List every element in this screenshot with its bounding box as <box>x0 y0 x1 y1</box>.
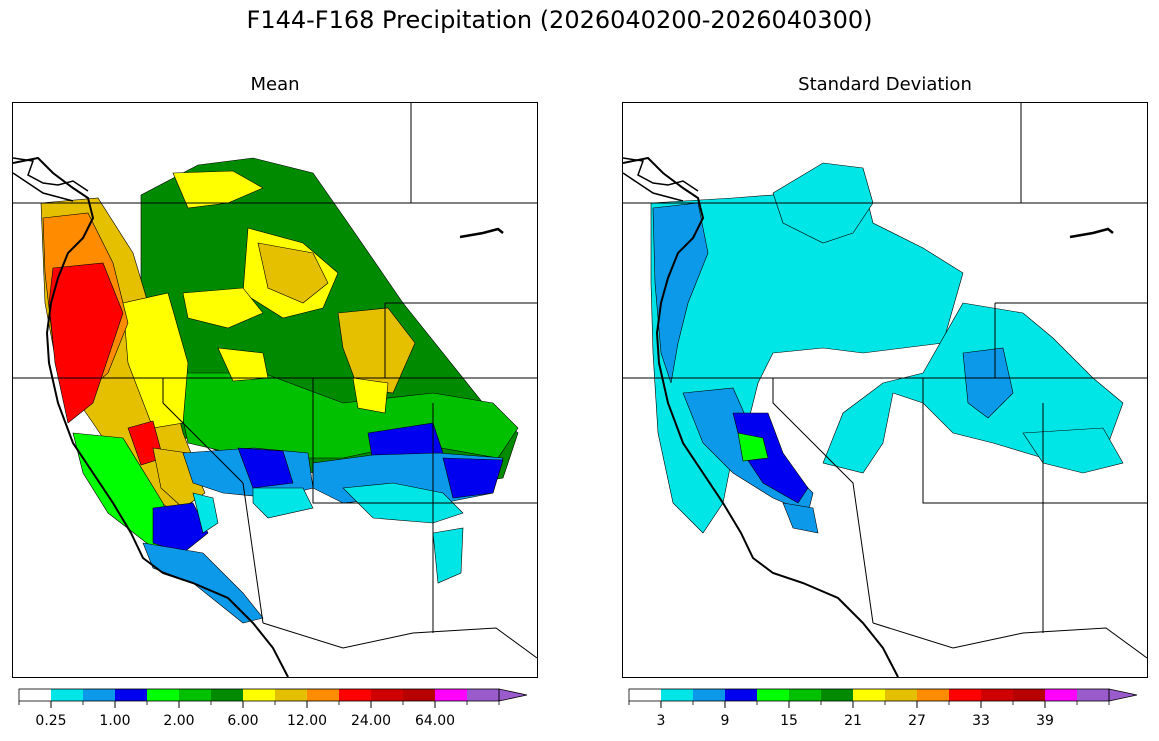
mean-region <box>352 377 389 414</box>
lake-erie-shape <box>459 227 504 239</box>
mean-region <box>172 170 264 209</box>
stddev-colorbar-swatch <box>949 689 981 701</box>
colorbar-stddev: 3 9 15 21 27 33 39 <box>628 688 1148 737</box>
mean-colorbar-tick-label: 6.00 <box>227 713 258 729</box>
mean-region <box>152 502 209 554</box>
coastline <box>623 156 899 677</box>
mexico-border <box>872 622 1147 659</box>
mean-colorbar-tick-label: 2.00 <box>163 713 194 729</box>
stddev-region <box>1022 427 1124 474</box>
stddev-region <box>962 347 1014 419</box>
stddev-colorbar-swatch <box>1013 689 1045 701</box>
mean-colorbar-tick-label: 1.00 <box>99 713 130 729</box>
map-mean <box>12 102 538 678</box>
stddev-precip-fills <box>650 162 1124 534</box>
mexico-border <box>262 622 537 659</box>
stddev-colorbar-swatch <box>917 689 949 701</box>
coastline-north <box>623 157 699 202</box>
state-border <box>772 378 874 624</box>
mean-precip-fills <box>40 157 519 624</box>
stddev-colorbar-swatch <box>757 689 789 701</box>
mean-colorbar-extend-arrow <box>498 688 528 702</box>
mean-region <box>192 492 219 534</box>
mean-colorbar-swatch <box>19 689 51 701</box>
mean-colorbar-swatch <box>51 689 83 701</box>
mean-colorbar-swatch <box>467 689 499 701</box>
stddev-colorbar-swatch <box>981 689 1013 701</box>
coastline-north <box>13 157 89 202</box>
mean-region <box>48 262 124 424</box>
stddev-colorbar-extend-arrow <box>1108 688 1138 702</box>
mean-colorbar-swatch <box>115 689 147 701</box>
mean-colorbar-swatch <box>179 689 211 701</box>
mean-colorbar-swatch <box>147 689 179 701</box>
panel-title-mean: Mean <box>250 74 300 95</box>
mean-colorbar-swatch <box>83 689 115 701</box>
state-borders <box>623 103 1147 659</box>
colorbar-mean: 0.25 1.00 2.00 6.00 12.00 24.00 64.00 <box>18 688 538 737</box>
mean-colorbar-swatch <box>307 689 339 701</box>
stddev-colorbar-swatch <box>853 689 885 701</box>
mean-region <box>182 287 264 329</box>
stddev-colorbar-swatch <box>885 689 917 701</box>
stddev-colorbar-tick-label: 3 <box>657 713 666 729</box>
mean-colorbar-swatch <box>371 689 403 701</box>
mean-colorbar-swatch <box>435 689 467 701</box>
stddev-colorbar-outline <box>628 688 1110 702</box>
mean-region <box>432 527 464 584</box>
mean-colorbar-tick-label: 24.00 <box>351 713 391 729</box>
stddev-colorbar-swatch <box>725 689 757 701</box>
stddev-region <box>737 432 769 462</box>
mean-colorbar-tick-label: 12.00 <box>287 713 327 729</box>
state-border <box>922 378 1147 504</box>
map-stddev <box>622 102 1148 678</box>
state-borders <box>13 103 537 659</box>
mean-region <box>237 447 294 489</box>
stddev-colorbar-swatch <box>693 689 725 701</box>
mean-colorbar-swatch <box>403 689 435 701</box>
mean-colorbar-swatch <box>339 689 371 701</box>
mean-colorbar-swatch <box>275 689 307 701</box>
mean-colorbar-tick-label: 64.00 <box>415 713 455 729</box>
panel-title-stddev: Standard Deviation <box>798 74 972 95</box>
stddev-colorbar-swatch <box>629 689 661 701</box>
state-border <box>312 378 537 504</box>
colorbar-stddev-svg: 3 9 15 21 27 33 39 <box>628 688 1138 729</box>
stddev-colorbar-swatch <box>661 689 693 701</box>
map-stddev-svg <box>623 103 1147 677</box>
stddev-colorbar-tick-label: 39 <box>1036 713 1054 729</box>
mean-colorbar-outline <box>18 688 500 702</box>
mean-region <box>257 242 329 304</box>
stddev-colorbar-swatch <box>1045 689 1077 701</box>
stddev-colorbar-swatch <box>1077 689 1109 701</box>
state-border <box>162 378 264 624</box>
stddev-colorbar-tick-label: 33 <box>972 713 990 729</box>
figure-title: F144-F168 Precipitation (2026040200-2026… <box>246 6 873 34</box>
mean-region <box>252 487 314 519</box>
stddev-colorbar-tick-label: 21 <box>844 713 862 729</box>
mean-colorbar-swatch <box>243 689 275 701</box>
stddev-colorbar-swatch <box>821 689 853 701</box>
mean-region <box>442 457 504 499</box>
mean-region <box>142 542 264 624</box>
stddev-colorbar-tick-label: 9 <box>721 713 730 729</box>
colorbar-mean-svg: 0.25 1.00 2.00 6.00 12.00 24.00 64.00 <box>18 688 528 729</box>
mean-region <box>337 307 416 394</box>
stddev-colorbar-tick-label: 27 <box>908 713 926 729</box>
mean-colorbar-swatch <box>211 689 243 701</box>
stddev-colorbar-swatch <box>789 689 821 701</box>
stddev-colorbar-tick-label: 15 <box>780 713 798 729</box>
coastline <box>13 156 289 677</box>
map-mean-svg <box>13 103 537 677</box>
lake-erie-shape <box>1069 227 1114 239</box>
mean-colorbar-tick-label: 0.25 <box>35 713 66 729</box>
stddev-region <box>782 502 819 534</box>
